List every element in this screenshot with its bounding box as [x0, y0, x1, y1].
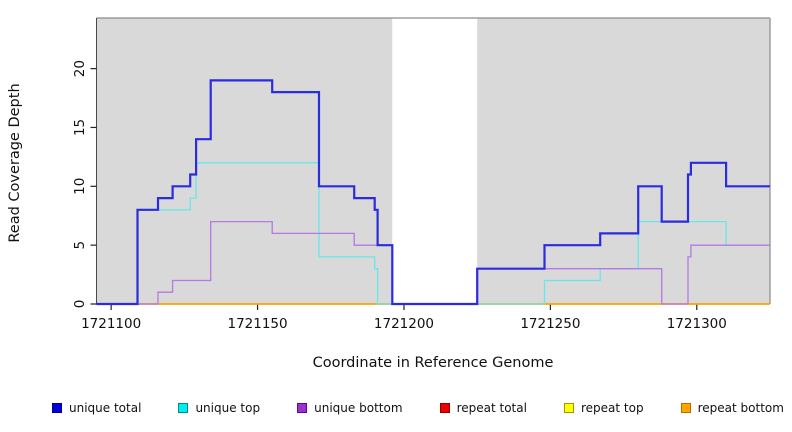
svg-text:10: 10: [72, 178, 88, 195]
svg-text:0: 0: [72, 300, 88, 309]
x-axis-title: Coordinate in Reference Genome: [312, 355, 554, 371]
svg-text:1721150: 1721150: [227, 316, 287, 332]
legend-label: unique top: [195, 401, 261, 415]
legend-label: unique bottom: [314, 401, 403, 415]
repeat-top-swatch-icon: [563, 403, 574, 413]
y-axis-title: Read Coverage Depth: [7, 83, 23, 243]
legend-item-repeat-top: repeat top: [563, 401, 644, 415]
svg-text:1721100: 1721100: [81, 316, 141, 332]
svg-text:1721300: 1721300: [667, 316, 727, 332]
svg-text:20: 20: [72, 60, 88, 77]
unique-bottom-swatch-icon: [297, 403, 308, 413]
legend-label: repeat bottom: [697, 401, 784, 415]
svg-text:1721200: 1721200: [374, 316, 434, 332]
legend-item-repeat-bottom: repeat bottom: [680, 401, 784, 415]
legend: unique total unique top unique bottom re…: [52, 398, 784, 418]
legend-item-unique-top: unique top: [178, 401, 260, 415]
legend-item-unique-total: unique total: [52, 401, 141, 415]
repeat-total-swatch-icon: [439, 403, 450, 413]
legend-label: repeat top: [580, 401, 644, 415]
repeat-bottom-swatch-icon: [680, 403, 691, 413]
svg-text:1721250: 1721250: [520, 316, 580, 332]
legend-item-repeat-total: repeat total: [439, 401, 527, 415]
legend-label: repeat total: [456, 401, 527, 415]
legend-item-unique-bottom: unique bottom: [297, 401, 403, 415]
legend-label: unique total: [69, 401, 142, 415]
unique-total-swatch-icon: [52, 403, 62, 413]
svg-text:5: 5: [72, 241, 88, 250]
unique-top-swatch-icon: [178, 403, 189, 413]
svg-text:15: 15: [72, 119, 88, 136]
